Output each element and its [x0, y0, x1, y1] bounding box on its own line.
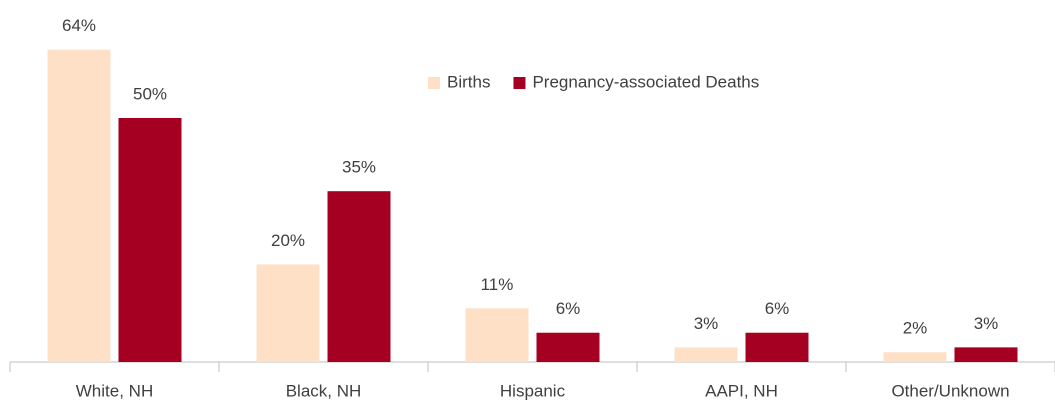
x-tick-label: Hispanic	[500, 381, 566, 400]
bar	[256, 264, 320, 362]
data-label: 20%	[271, 231, 305, 250]
legend-label: Births	[447, 72, 490, 91]
bar	[118, 118, 182, 362]
bar	[465, 308, 529, 362]
data-label: 2%	[903, 319, 928, 338]
data-label: 11%	[481, 275, 514, 294]
data-label: 64%	[62, 16, 96, 35]
bar	[674, 347, 738, 362]
x-tick-label: AAPI, NH	[705, 381, 778, 400]
bar	[954, 347, 1018, 362]
bar	[47, 49, 111, 363]
bar	[536, 332, 600, 362]
bar	[883, 352, 947, 362]
data-label: 3%	[974, 314, 999, 333]
data-label: 3%	[694, 314, 719, 333]
data-label: 35%	[342, 158, 376, 177]
data-label: 6%	[556, 299, 581, 318]
legend-swatch	[428, 77, 440, 89]
data-label: 6%	[765, 299, 790, 318]
legend-label: Pregnancy-associated Deaths	[532, 72, 759, 91]
bar	[745, 332, 809, 362]
bar	[327, 191, 391, 362]
x-tick-label: Other/Unknown	[891, 381, 1009, 400]
x-tick-label: Black, NH	[286, 381, 362, 400]
data-label: 50%	[133, 84, 167, 103]
x-tick-label: White, NH	[76, 381, 153, 400]
legend-swatch	[513, 77, 526, 89]
